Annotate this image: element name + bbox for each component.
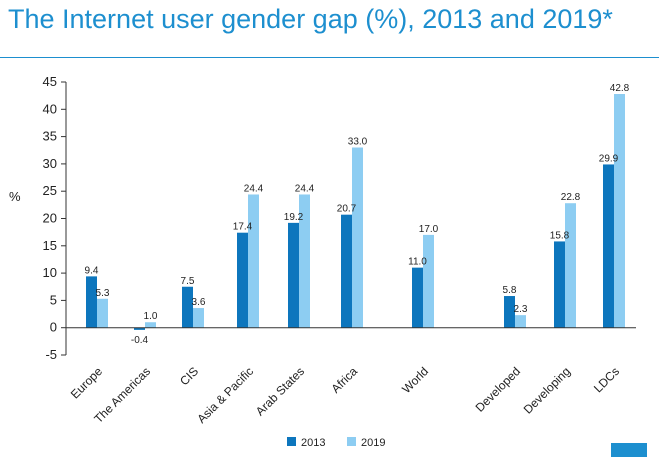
bar-2013 [288,222,299,328]
bar-2013 [341,214,352,328]
category-label: Asia & Pacific [194,364,256,426]
data-label: 33.0 [348,137,368,148]
bar-2013 [504,296,515,328]
bar-2013 [603,164,614,328]
category-label: Arab States [253,364,307,418]
data-label: 15.8 [550,230,570,241]
data-label: 5.8 [503,285,517,296]
bar-2019 [515,315,526,328]
data-label: 5.3 [96,288,110,299]
bar-2019 [193,308,204,328]
data-label: 17.4 [233,222,253,233]
bar-2019 [145,322,156,328]
data-label: 17.0 [419,224,439,235]
data-label: 11.0 [408,257,427,268]
data-label: 20.7 [337,204,357,215]
bar-2013 [182,286,193,328]
legend-label: 2013 [301,437,325,449]
y-tick-label: 10 [43,265,57,280]
legend-swatch-2019 [347,437,356,446]
legend-swatch-2013 [287,437,296,446]
corner-accent [611,443,647,457]
y-tick-label: 45 [43,74,57,89]
y-tick-label: 40 [43,101,57,116]
bar-2013 [134,327,145,330]
data-label: 7.5 [181,276,195,287]
y-tick-label: 30 [43,156,57,171]
y-tick-label: 20 [43,211,57,226]
y-tick-label: -5 [45,347,57,362]
legend: 2013 2019 [287,437,385,449]
bar-2013 [86,276,97,328]
legend-label: 2019 [361,437,385,449]
category-label: Developing [521,364,573,416]
data-label: 22.8 [561,192,581,203]
category-label: CIS [177,364,201,388]
y-tick-label: 15 [43,238,57,253]
data-label: 1.0 [144,311,158,322]
title-divider [0,57,659,58]
y-tick-label: 5 [50,292,57,307]
category-label: Developed [473,364,523,414]
category-label: Africa [329,364,361,396]
bar-2019 [97,298,108,328]
data-label: 9.4 [85,265,99,276]
data-label: 29.9 [599,153,619,164]
data-labels: 9.4 5.3 -0.4 1.0 7.5 3.6 17.4 24.4 19.2 24.4 20.7 3… [85,83,630,346]
category-label: World [399,364,431,396]
data-label: 24.4 [295,183,315,194]
data-label: 24.4 [244,183,264,194]
bars [66,94,636,330]
category-label: Europe [68,364,105,401]
data-label: 2.3 [514,304,528,315]
bar-2019 [248,194,259,328]
bar-2013 [237,232,248,328]
data-label: 42.8 [610,83,630,94]
bar-2019 [614,94,625,328]
category-label: LDCs [591,364,622,395]
y-tick-label: 35 [43,129,57,144]
y-axis: -5 0 5 10 15 20 25 30 35 40 45% [9,74,67,362]
data-label: 3.6 [192,297,206,308]
bar-2019 [423,234,434,328]
bar-2019 [565,203,576,328]
data-label: 19.2 [284,212,304,223]
bar-2019 [352,147,363,328]
data-label: -0.4 [131,335,149,346]
y-axis-label: % [9,189,21,204]
y-tick-label: 25 [43,183,57,198]
y-tick-label: 0 [50,320,57,335]
chart-title: The Internet user gender gap (%), 2013 a… [8,4,613,34]
bar-2019 [299,194,310,328]
bar-2013 [412,267,423,328]
bar-2013 [554,241,565,328]
